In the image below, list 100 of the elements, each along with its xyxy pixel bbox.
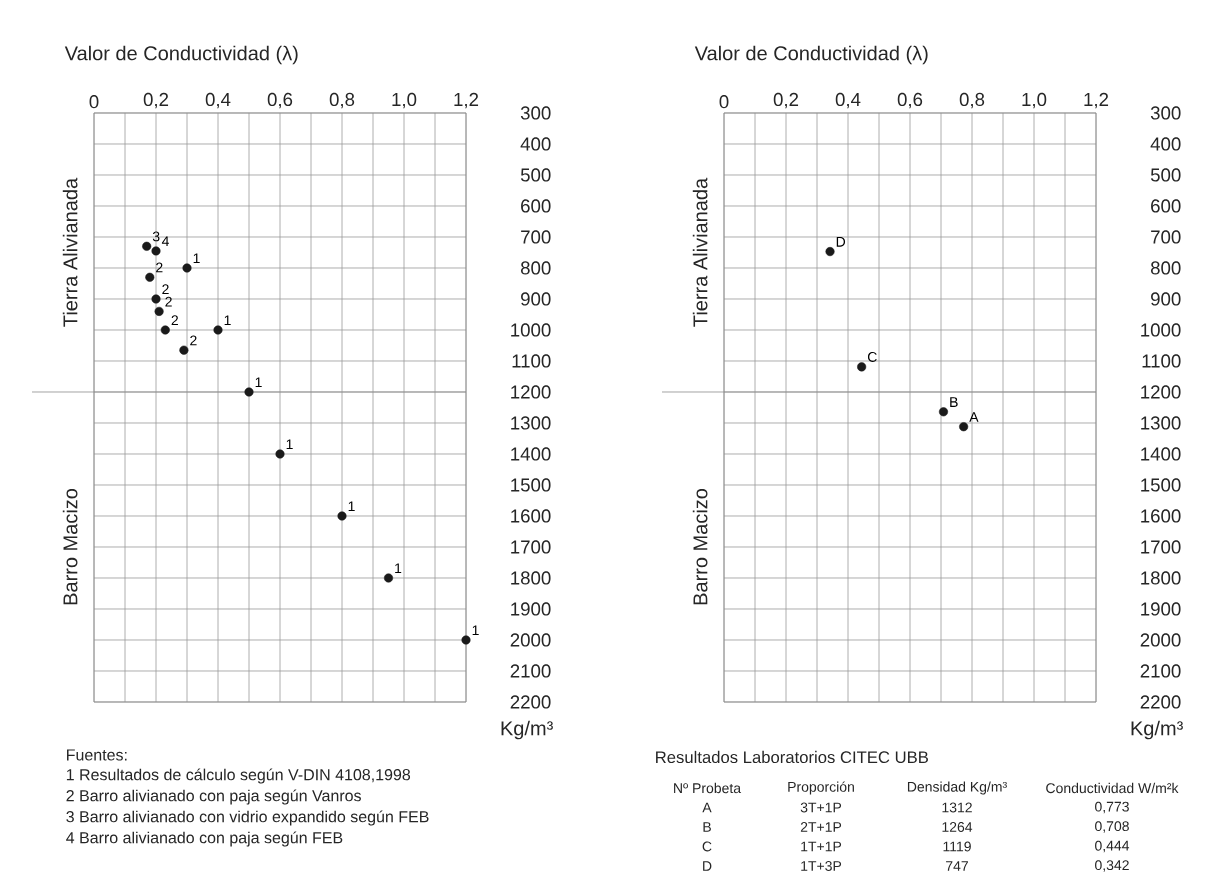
point: [160, 325, 170, 335]
x-tick-label: 0,8: [959, 92, 985, 109]
y-tick-label: 500: [520, 168, 551, 182]
source-note: Fuentes:: [67, 749, 127, 761]
text: C: [702, 841, 712, 852]
text: 1T+3P: [801, 861, 842, 871]
text: 2 Barro alivianado con paja según Vanros: [66, 789, 361, 805]
annotation: 2: [156, 262, 163, 273]
annotation: 2: [165, 296, 172, 307]
text: Resultados Laboratorios CITEC UBB: [656, 750, 928, 764]
x-axis-title: Valor de Conductividad (λ): [64, 45, 298, 65]
annotation: 1: [472, 625, 479, 636]
y-tick-label: 2200: [1140, 695, 1181, 709]
y-tick-label: 300: [1150, 106, 1181, 120]
point: [142, 241, 152, 251]
point: [151, 246, 161, 256]
x-axis-title: Valor de Conductividad (λ): [694, 45, 928, 65]
annotation: D: [836, 237, 846, 247]
y-tick-label: 1300: [1141, 416, 1181, 430]
point: [145, 272, 155, 282]
y-tick-label: 1300: [511, 416, 551, 430]
text: 0,773: [1095, 801, 1129, 814]
y-tick-label: 1800: [511, 571, 551, 585]
text: Barro Macizo: [62, 488, 78, 605]
y-tick-label: 1600: [511, 509, 551, 523]
text: Nº Probeta: [674, 782, 742, 794]
x-tick-label: 1,2: [454, 92, 479, 109]
text: 747: [946, 861, 968, 871]
annotation: 2: [171, 315, 178, 326]
annotation: 1: [395, 563, 402, 574]
text: 0,342: [1095, 860, 1129, 872]
y-tick-label: 900: [1151, 292, 1181, 306]
point: [938, 407, 949, 417]
text: A: [702, 802, 712, 813]
annotation: 4: [161, 236, 169, 247]
x-tick-label: 1,2: [1084, 92, 1109, 109]
annotation: 1: [348, 501, 355, 512]
y-tick-label: 600: [521, 199, 551, 213]
text: 2T+1P: [800, 822, 842, 832]
annotation: 1: [286, 439, 293, 450]
y-tick-label: 1400: [1141, 447, 1181, 461]
annotation: 2: [162, 284, 169, 295]
y-tick-label: 800: [1150, 261, 1181, 275]
point: [337, 511, 347, 521]
y-tick-label: 2000: [510, 633, 551, 647]
y-tick-label: 500: [1150, 168, 1181, 182]
text: Tierra Alivianada: [62, 177, 78, 327]
annotation: B: [950, 397, 958, 407]
x-tick-label: 0,4: [835, 92, 861, 109]
y-tick-label: 1000: [511, 323, 551, 337]
text: 4 Barro alivianado con paja según FEB: [66, 831, 343, 847]
annotation: C: [867, 352, 877, 362]
point: [857, 362, 867, 372]
y-tick-label: 1200: [1141, 385, 1181, 399]
x-tick-label: 1,0: [1022, 92, 1047, 109]
y-tick-label: 600: [1151, 199, 1181, 213]
point: [959, 422, 969, 432]
y-tick-label: 1900: [511, 602, 551, 616]
y-tick-label: 1500: [511, 478, 551, 492]
text: Tierra Alivianada: [692, 177, 708, 327]
text: 1264: [942, 822, 973, 832]
y-tick-label: 1800: [1141, 571, 1181, 585]
y-tick-label: 1900: [1141, 602, 1181, 616]
x-tick-label: 0,2: [773, 92, 799, 109]
x-tick-label: 0,8: [329, 92, 355, 109]
annotation: 2: [190, 335, 197, 346]
point: [244, 387, 254, 397]
y-tick-label: 1000: [1141, 323, 1181, 337]
y-tick-label: 1700: [511, 540, 551, 554]
y-tick-label: 800: [520, 261, 551, 275]
annotation: 3: [152, 231, 160, 242]
y-tick-label: 1600: [1141, 509, 1181, 523]
y-tick-label: 2200: [510, 695, 551, 709]
text: Proporción: [788, 781, 854, 795]
annotation: 1: [193, 253, 200, 264]
y-tick-label: 1500: [1141, 478, 1181, 492]
point: [154, 306, 164, 316]
point: [179, 345, 189, 355]
y-tick-label: 2100: [510, 664, 551, 678]
x-tick-label: 1,0: [392, 92, 417, 109]
text: B: [703, 822, 711, 832]
point: [461, 635, 471, 645]
x-tick-label: 0,2: [143, 92, 169, 109]
x-tick-label: 0: [89, 95, 99, 109]
annotation: 1: [255, 377, 262, 388]
point: [151, 294, 161, 304]
text: 0,444: [1095, 840, 1130, 853]
annotation: 1: [224, 315, 231, 326]
text: 3T+1P: [800, 802, 842, 813]
y-tick-label: 1100: [512, 354, 551, 368]
text: Barro Macizo: [692, 488, 708, 605]
annotation: A: [969, 412, 979, 422]
y-tick-label: 400: [1150, 137, 1181, 151]
y-tick-label: 1400: [511, 447, 551, 461]
y-tick-label: 1700: [1141, 540, 1181, 554]
text: D: [703, 861, 712, 871]
point: [275, 449, 285, 459]
y-axis-title: Kg/m³: [1131, 720, 1183, 740]
x-tick-label: 0: [719, 95, 729, 109]
point: [213, 325, 223, 335]
